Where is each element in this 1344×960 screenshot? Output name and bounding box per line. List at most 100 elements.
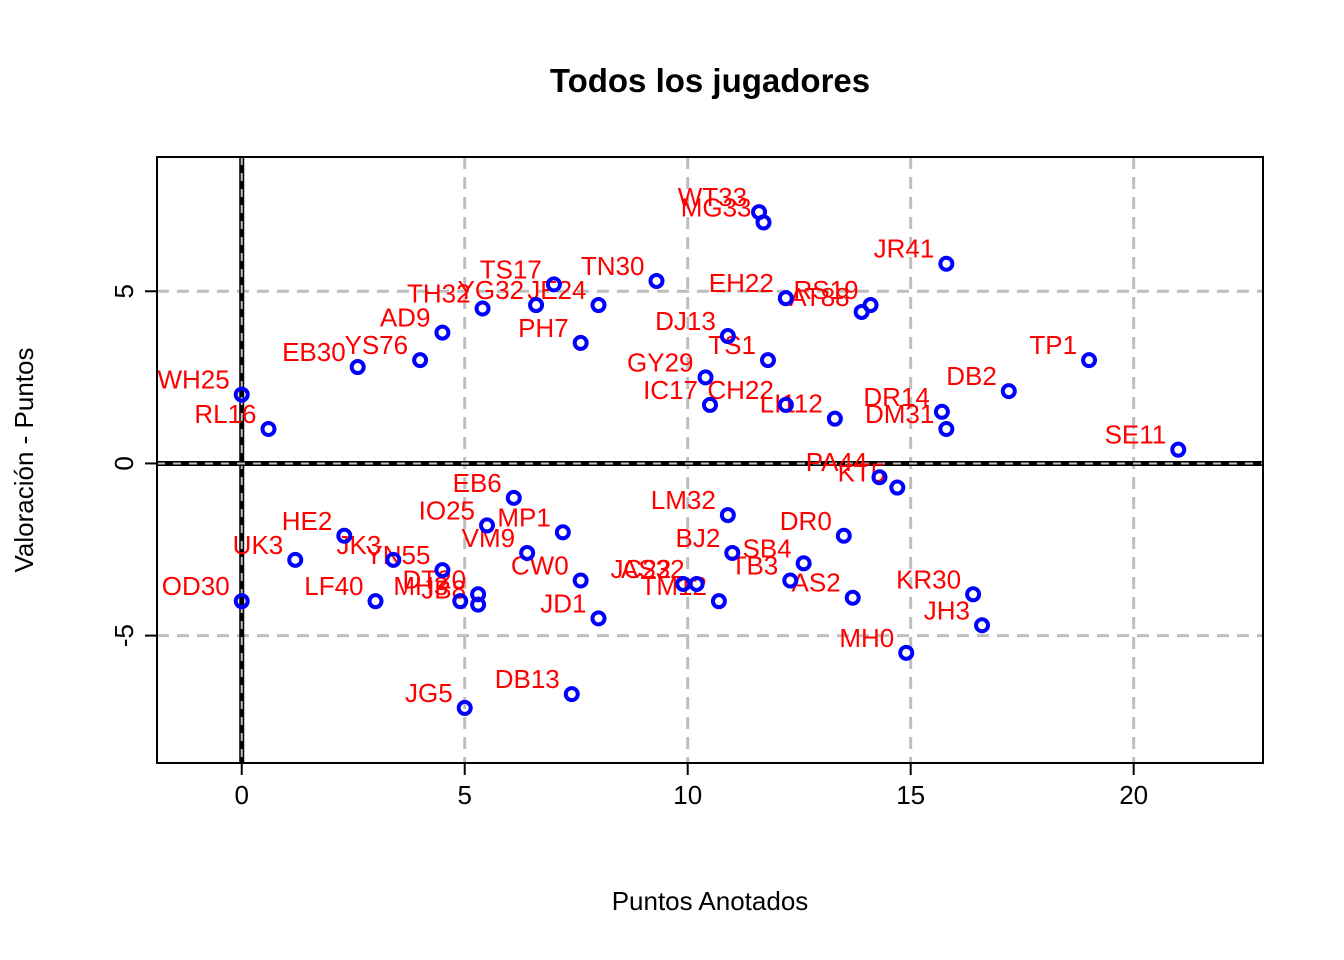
point-label: HE2	[282, 506, 333, 536]
point-label: SB4	[742, 533, 791, 563]
data-point	[777, 396, 794, 413]
data-point	[974, 617, 991, 634]
data-point	[777, 290, 794, 307]
point-label: JH3	[924, 595, 970, 625]
point-label: AS32	[621, 554, 685, 584]
point-label: YG32	[458, 275, 525, 305]
data-point	[287, 551, 304, 568]
data-point	[545, 276, 562, 293]
data-point	[702, 396, 718, 413]
data-point	[528, 297, 545, 314]
data-point	[782, 572, 799, 589]
point-label: JG5	[405, 678, 453, 708]
point-label: DJ13	[655, 306, 716, 336]
data-point	[563, 686, 580, 703]
point-label: RL16	[194, 399, 256, 429]
data-point	[844, 589, 861, 606]
data-point	[590, 297, 607, 314]
data-point	[470, 596, 487, 613]
data-point	[835, 527, 852, 544]
point-label: AT88	[789, 282, 849, 312]
data-point	[519, 544, 536, 561]
point-label: MH0	[839, 623, 894, 653]
data-point	[233, 593, 250, 610]
point-label: OD30	[162, 571, 230, 601]
point-label: TN30	[581, 251, 645, 281]
point-label: SE11	[1105, 420, 1167, 450]
point-label: IO25	[419, 495, 475, 525]
point-label: MP1	[497, 502, 550, 532]
x-tick-label: 10	[673, 780, 702, 810]
data-point	[452, 593, 469, 610]
point-label: PH7	[518, 313, 569, 343]
point-label: EH22	[709, 268, 774, 298]
x-tick-label: 5	[457, 780, 471, 810]
data-point	[965, 586, 982, 603]
point-label: TS17	[480, 254, 542, 284]
point-label: WT33	[678, 182, 747, 212]
x-tick-label: 20	[1119, 780, 1148, 810]
point-label: YS76	[345, 330, 409, 360]
data-point	[1170, 441, 1187, 458]
chart-title: Todos los jugadores	[550, 62, 870, 99]
point-label: JR41	[874, 234, 935, 264]
data-points	[233, 204, 1187, 716]
data-point	[590, 610, 607, 627]
y-tick-label: -5	[109, 624, 139, 647]
data-point	[871, 469, 888, 486]
data-point	[412, 352, 429, 369]
data-point	[938, 421, 955, 438]
point-label: DM31	[865, 399, 934, 429]
data-point	[479, 517, 496, 534]
reference-lines	[157, 157, 1263, 763]
data-point	[826, 410, 843, 427]
data-point	[853, 303, 870, 320]
point-label: JK3	[337, 530, 382, 560]
point-label: IC17	[643, 375, 698, 405]
x-axis-label: Puntos Anotados	[612, 886, 809, 916]
data-point	[710, 593, 727, 610]
data-point	[938, 255, 955, 272]
data-point	[434, 324, 451, 341]
point-label: LM32	[651, 485, 716, 515]
y-axis-label: Valoración - Puntos	[9, 348, 39, 573]
data-point	[675, 575, 692, 592]
point-label: EB6	[453, 468, 502, 498]
point-label: JB8	[421, 575, 466, 605]
data-point	[434, 562, 451, 579]
data-point	[474, 300, 491, 317]
point-label: KR30	[896, 564, 961, 594]
point-label: TH32	[407, 279, 471, 309]
point-label: MG33	[681, 192, 752, 222]
data-point	[260, 421, 277, 438]
data-point	[724, 544, 741, 561]
point-label: DR14	[863, 382, 929, 412]
data-point	[719, 507, 736, 524]
grid-lines	[157, 157, 1263, 763]
data-point	[336, 527, 353, 544]
data-point	[349, 359, 366, 376]
point-label: EB30	[282, 337, 346, 367]
point-label: AS2	[792, 568, 841, 598]
point-label: GY29	[627, 347, 694, 377]
x-tick-label: 15	[896, 780, 925, 810]
point-label: VM9	[462, 523, 515, 553]
data-point	[572, 572, 589, 589]
data-point	[648, 272, 665, 289]
point-label: JD1	[540, 588, 586, 618]
data-point	[1081, 352, 1098, 369]
point-label: AD9	[380, 303, 431, 333]
point-label: JC22	[611, 554, 672, 584]
point-label: CH22	[707, 375, 773, 405]
point-label: DB13	[495, 664, 560, 694]
point-label: LF40	[304, 571, 363, 601]
point-label: RS19	[794, 275, 859, 305]
point-label: PA44	[806, 447, 868, 477]
data-point	[385, 551, 402, 568]
data-point	[505, 489, 522, 506]
axis-ticks: 0 5 10 15 20 -5 0 5	[109, 284, 1148, 810]
x-tick-label: 0	[234, 780, 248, 810]
plot-frame	[156, 156, 1264, 764]
y-tick-label: 5	[109, 284, 139, 298]
